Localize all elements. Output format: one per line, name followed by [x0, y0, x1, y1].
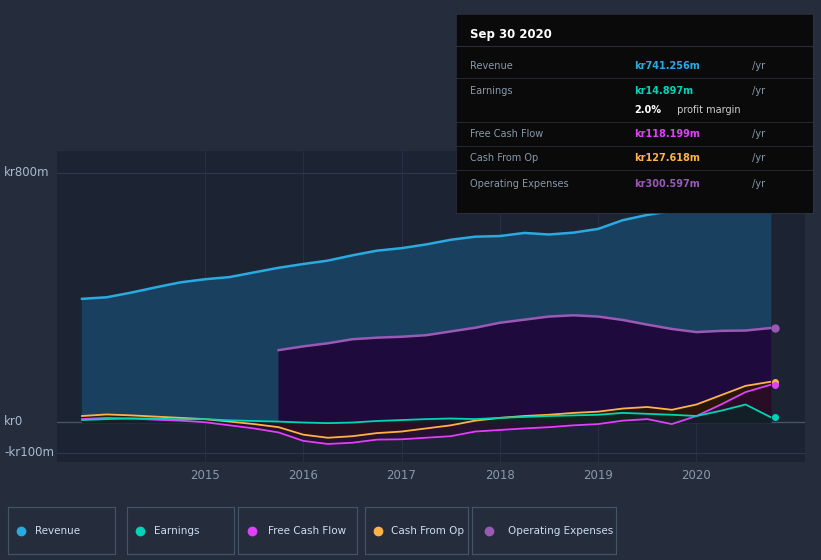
Text: Cash From Op: Cash From Op	[391, 526, 464, 535]
Text: -kr100m: -kr100m	[4, 446, 54, 459]
Text: /yr: /yr	[749, 86, 764, 96]
Text: /yr: /yr	[749, 129, 764, 139]
Text: Revenue: Revenue	[34, 526, 80, 535]
Text: Sep 30 2020: Sep 30 2020	[470, 28, 552, 41]
Text: kr800m: kr800m	[4, 166, 49, 179]
Text: Revenue: Revenue	[470, 60, 512, 71]
Text: /yr: /yr	[749, 179, 764, 189]
Text: Free Cash Flow: Free Cash Flow	[268, 526, 346, 535]
Text: profit margin: profit margin	[673, 105, 741, 115]
Text: Operating Expenses: Operating Expenses	[470, 179, 569, 189]
Text: kr300.597m: kr300.597m	[635, 179, 700, 189]
Text: kr0: kr0	[4, 415, 23, 428]
Text: kr118.199m: kr118.199m	[635, 129, 700, 139]
Text: /yr: /yr	[749, 153, 764, 163]
Text: Cash From Op: Cash From Op	[470, 153, 539, 163]
Text: Operating Expenses: Operating Expenses	[508, 526, 613, 535]
Text: Free Cash Flow: Free Cash Flow	[470, 129, 544, 139]
Text: 2.0%: 2.0%	[635, 105, 661, 115]
Text: /yr: /yr	[749, 60, 764, 71]
Text: kr741.256m: kr741.256m	[635, 60, 700, 71]
Text: Earnings: Earnings	[154, 526, 200, 535]
Text: kr127.618m: kr127.618m	[635, 153, 700, 163]
Text: Earnings: Earnings	[470, 86, 512, 96]
Text: kr14.897m: kr14.897m	[635, 86, 694, 96]
